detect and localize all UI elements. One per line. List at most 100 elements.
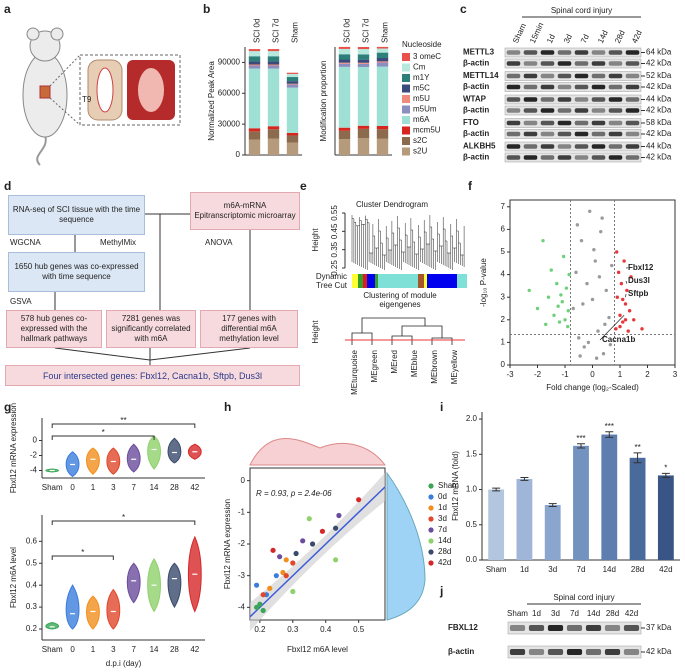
protein-label: β-actin xyxy=(448,647,474,656)
bar-segment xyxy=(286,81,299,84)
blot-band xyxy=(506,120,521,126)
blot-band xyxy=(608,97,623,102)
blot-band xyxy=(540,84,555,90)
point xyxy=(577,336,581,340)
x-tick-label: 7d xyxy=(577,565,586,574)
blot-band xyxy=(540,61,555,66)
point xyxy=(618,324,622,329)
flow-source: m6A-mRNA Epitranscriptomic microarray xyxy=(190,192,300,230)
blot-band xyxy=(591,97,606,102)
bar-segment xyxy=(376,58,389,62)
point xyxy=(615,250,619,254)
legend-swatch xyxy=(402,105,410,114)
point xyxy=(306,516,312,522)
y-tick-label: 0.0 xyxy=(466,555,478,564)
point xyxy=(566,324,570,329)
x-axis-label: d.p.i (day) xyxy=(106,659,142,668)
blot-band xyxy=(591,61,606,66)
bar xyxy=(488,489,505,560)
point xyxy=(253,582,260,588)
lane-label: Sham xyxy=(511,22,528,45)
bar-segment xyxy=(338,139,351,155)
kda-label: 37 kDa xyxy=(646,623,672,632)
panel-label: e xyxy=(300,179,307,193)
blot-band xyxy=(509,625,526,631)
kda-label: 42 kDa xyxy=(646,129,672,138)
violin xyxy=(86,447,100,475)
point xyxy=(571,306,575,311)
x-tick-label: 0.4 xyxy=(320,625,332,634)
legend-label: 1d xyxy=(438,503,447,512)
legend-swatch xyxy=(402,137,410,145)
panel-label: c xyxy=(460,2,467,16)
blot-band xyxy=(574,131,589,137)
flow-result: 1650 hub genes was co-expressed with tim… xyxy=(8,252,145,292)
x-tick-label: 1 xyxy=(91,645,96,654)
point xyxy=(594,356,599,360)
bar-segment xyxy=(376,129,389,139)
point xyxy=(356,497,362,503)
panel-label: j xyxy=(439,584,443,598)
blot-band xyxy=(625,97,640,102)
kda-label: 44 kDa xyxy=(646,142,672,151)
protein-label: ALKBH5 xyxy=(463,142,496,151)
point xyxy=(582,345,586,349)
legend-marker xyxy=(428,483,434,489)
legend-marker xyxy=(428,549,434,555)
bar-segment xyxy=(267,61,280,65)
significance-label: * xyxy=(81,548,84,557)
gene-label: Dus3l xyxy=(628,276,650,285)
module-label: MEgreen xyxy=(370,350,379,382)
y-axis-label: -log₁₀ P-value xyxy=(479,258,488,307)
kda-label: 42 kDa xyxy=(646,59,672,68)
blot-band xyxy=(591,120,606,126)
legend-label: Cm xyxy=(413,63,426,72)
blot-band xyxy=(625,155,640,160)
legend-label: mcm5U xyxy=(413,126,441,135)
x-tick-label: 0.2 xyxy=(254,625,266,634)
annotation-leader xyxy=(625,280,628,284)
point xyxy=(280,569,286,576)
point xyxy=(610,263,614,268)
point xyxy=(621,320,625,324)
point xyxy=(260,592,266,598)
blot-band xyxy=(506,84,521,90)
flow-result: 578 hub genes co-expressed with the hall… xyxy=(6,310,102,348)
y-tick-label: 2.0 xyxy=(466,414,478,423)
point xyxy=(623,302,628,306)
flow-arrows xyxy=(54,213,251,365)
point xyxy=(556,304,560,308)
lane-label: 28d xyxy=(613,29,627,45)
legend-label: m5U xyxy=(413,94,430,103)
module-color xyxy=(457,274,467,288)
protein-label: FBXL12 xyxy=(448,623,478,632)
blot-band xyxy=(528,649,545,655)
panel-label: f xyxy=(468,179,473,193)
bar-segment xyxy=(286,73,299,78)
point xyxy=(579,238,584,243)
kda-label: 42 kDa xyxy=(646,82,672,91)
blot-band xyxy=(540,120,555,126)
lane-label: 1d xyxy=(532,609,541,618)
mouse-illustration: T9 xyxy=(22,27,181,166)
point xyxy=(333,525,339,531)
blot-band xyxy=(557,108,572,113)
bar-segment xyxy=(357,47,370,50)
x-tick-label: -3 xyxy=(506,370,514,379)
significance-label: *** xyxy=(605,422,614,431)
legend-marker xyxy=(428,505,434,511)
point xyxy=(546,295,551,299)
bar-segment xyxy=(338,54,351,60)
blot-band xyxy=(506,108,521,113)
blot-band xyxy=(540,50,555,55)
bar-segment xyxy=(357,49,370,55)
module-color xyxy=(424,274,427,288)
tree-cut-label: Tree Cut xyxy=(316,281,348,290)
bar-segment xyxy=(267,51,280,57)
protein-label: β-actin xyxy=(463,153,489,162)
blot-band xyxy=(574,61,589,66)
point xyxy=(563,318,567,322)
bar-segment xyxy=(248,68,261,129)
protein-label: β-actin xyxy=(463,106,489,115)
panel-label: h xyxy=(224,400,231,414)
